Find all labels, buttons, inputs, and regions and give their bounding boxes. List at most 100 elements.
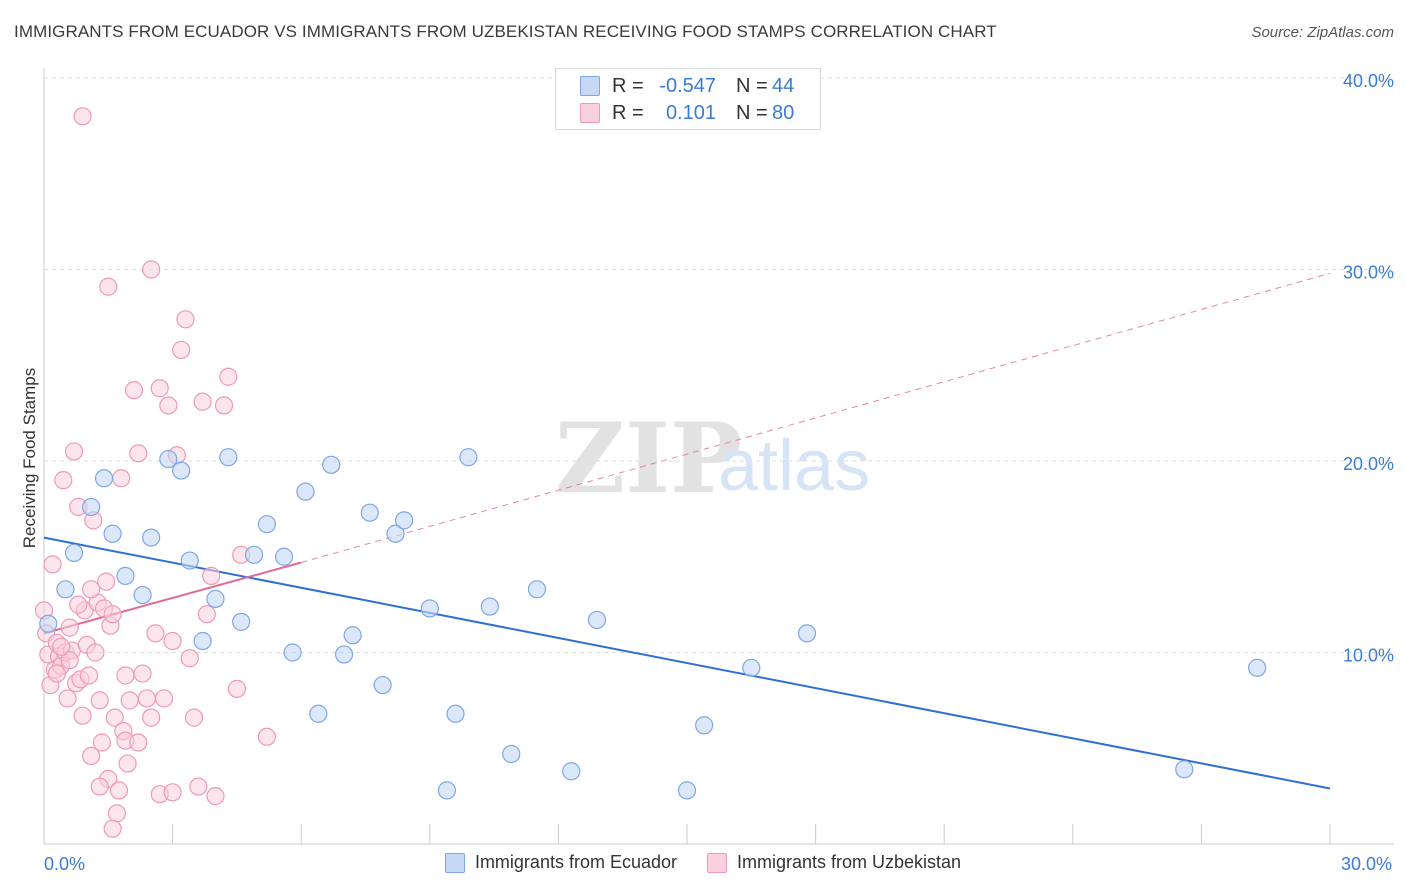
trend-line-ecuador [43, 536, 1331, 790]
point-ecuador [1248, 658, 1267, 677]
point-uzbekistan [133, 664, 152, 683]
point-ecuador [322, 455, 341, 474]
point-ecuador [103, 524, 122, 543]
point-ecuador [742, 658, 761, 677]
point-uzbekistan [129, 733, 148, 752]
point-ecuador [193, 631, 212, 651]
point-ecuador [64, 543, 84, 563]
point-uzbekistan [163, 783, 182, 802]
point-uzbekistan [163, 631, 182, 651]
point-uzbekistan [107, 804, 126, 823]
point-uzbekistan [73, 107, 92, 126]
point-uzbekistan [47, 664, 66, 683]
source-label: Source: ZipAtlas.com [1251, 24, 1394, 41]
point-uzbekistan [197, 605, 216, 624]
n-value: 80 [772, 101, 795, 124]
point-uzbekistan [60, 651, 79, 670]
grid [44, 77, 1394, 653]
point-uzbekistan [146, 624, 165, 643]
point-ecuador [206, 589, 225, 608]
point-uzbekistan [86, 643, 105, 662]
point-uzbekistan [90, 777, 109, 796]
point-ecuador [502, 744, 521, 764]
tick-labels: 10.0% 20.0% 30.0% 40.0% 0.0% 30.0% [44, 71, 1394, 874]
point-ecuador [180, 551, 199, 570]
point-ecuador [480, 597, 499, 616]
r-label: R = [612, 101, 644, 124]
point-ecuador [283, 643, 302, 662]
point-ecuador [116, 566, 135, 586]
point-ecuador [274, 547, 294, 566]
point-uzbekistan [43, 555, 62, 574]
point-uzbekistan [172, 340, 191, 360]
uzbekistan-swatch [580, 103, 600, 123]
point-uzbekistan [92, 733, 111, 752]
point-uzbekistan [159, 396, 178, 415]
x-tick-label: 30.0% [1341, 854, 1392, 874]
n-label: N = [736, 101, 768, 124]
point-ecuador [94, 469, 114, 488]
chart-title: IMMIGRANTS FROM ECUADOR VS IMMIGRANTS FR… [14, 22, 997, 41]
point-uzbekistan [193, 392, 212, 411]
point-uzbekistan [54, 471, 73, 490]
point-ecuador [527, 580, 547, 599]
point-uzbekistan [176, 310, 195, 329]
point-uzbekistan [202, 566, 221, 586]
point-ecuador [1175, 760, 1194, 779]
n-value: 44 [772, 74, 795, 97]
series-legend: Immigrants from Ecuador Immigrants from … [0, 852, 1406, 873]
point-ecuador [677, 781, 697, 800]
point-ecuador [797, 624, 817, 643]
point-ecuador [437, 781, 457, 800]
point-ecuador [334, 645, 354, 664]
legend-item-ecuador: Immigrants from Ecuador [444, 852, 677, 873]
ecuador-swatch [580, 76, 600, 96]
point-uzbekistan [97, 572, 116, 591]
watermark-zip: ZIP [555, 402, 742, 515]
point-uzbekistan [120, 691, 139, 710]
y-tick-label: 10.0% [1343, 646, 1394, 666]
point-ecuador [159, 449, 178, 469]
y-tick-label: 40.0% [1343, 71, 1394, 91]
point-uzbekistan [116, 666, 135, 685]
point-uzbekistan [154, 689, 174, 708]
data-points [34, 107, 1267, 838]
point-uzbekistan [214, 396, 234, 415]
legend-item-uzbekistan: Immigrants from Uzbekistan [707, 852, 961, 873]
point-uzbekistan [103, 819, 122, 838]
stats-legend: R = -0.547 N = 44 R = 0.101 N = 80 [555, 68, 821, 130]
point-ecuador [296, 482, 315, 501]
point-ecuador [244, 545, 264, 564]
r-value: -0.547 [659, 74, 716, 97]
point-ecuador [39, 614, 58, 633]
r-value: 0.101 [665, 101, 716, 124]
legend-swatch-ecuador [444, 852, 465, 873]
point-uzbekistan [60, 618, 79, 637]
point-ecuador [219, 448, 238, 467]
point-uzbekistan [124, 381, 144, 400]
n-label: N = [736, 74, 768, 97]
r-label: R = [612, 74, 644, 97]
stats-row-uzbekistan: R = 0.101 N = 80 [580, 100, 794, 126]
point-ecuador [257, 515, 277, 534]
point-uzbekistan [52, 637, 71, 656]
stats-row-ecuador: R = -0.547 N = 44 [580, 73, 794, 99]
point-ecuador [309, 704, 328, 723]
point-uzbekistan [82, 580, 101, 599]
axes [43, 68, 1394, 845]
watermark-atlas: atlas [718, 426, 870, 506]
point-uzbekistan [189, 777, 208, 796]
point-ecuador [56, 580, 75, 599]
point-uzbekistan [73, 706, 92, 725]
point-uzbekistan [142, 260, 161, 279]
point-ecuador [562, 762, 581, 781]
point-uzbekistan [219, 367, 238, 386]
point-ecuador [695, 716, 714, 735]
trend-line-uzbekistan [43, 561, 302, 635]
point-uzbekistan [82, 746, 101, 766]
legend-label-uzbekistan: Immigrants from Uzbekistan [737, 852, 962, 872]
point-ecuador [459, 448, 478, 467]
y-tick-label: 20.0% [1343, 454, 1394, 474]
